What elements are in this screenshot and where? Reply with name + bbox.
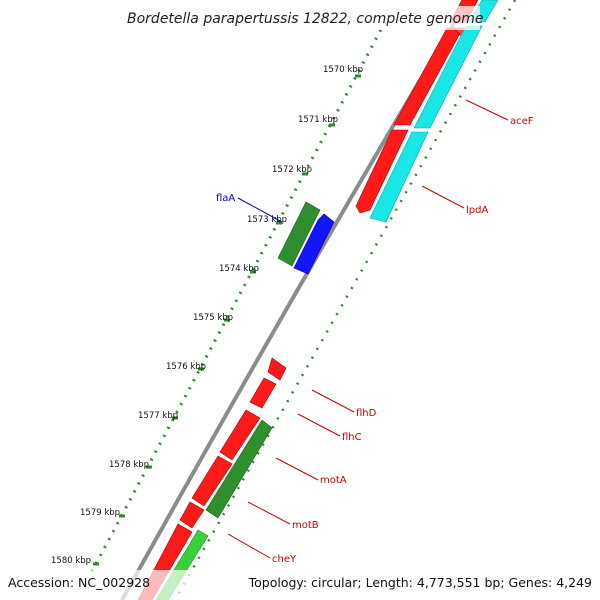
- gene-block-green: [205, 419, 273, 519]
- tick-label-1570: 1570 kbp: [323, 65, 363, 75]
- tick-label-1578: 1578 kbp: [109, 460, 149, 470]
- leader-lpdA: [421, 185, 465, 209]
- tick-labels: 1570 kbp 1571 kbp 1572 kbp 1573 kbp 1574…: [51, 65, 363, 566]
- gene-label-motB: motB: [292, 520, 319, 531]
- tick-label-1574: 1574 kbp: [219, 264, 259, 274]
- gene-flhC-block: [249, 377, 277, 409]
- gene-label-cheY: cheY: [272, 554, 297, 565]
- gene-motB-block: [191, 455, 233, 507]
- leader-motB: [247, 501, 291, 525]
- footer-background: [0, 570, 600, 600]
- outer-tick-ring: [88, 21, 387, 576]
- gene-label-flhC: flhC: [342, 432, 362, 443]
- map-title: Bordetella parapertussis 12822, complete…: [127, 11, 483, 27]
- gene-leader-lines: [227, 99, 509, 559]
- gene-block-green: [277, 201, 321, 267]
- gene-flhD-block: [267, 357, 287, 381]
- gene-label-flaA: flaA: [216, 193, 235, 204]
- gene-lpdA-block: [369, 131, 429, 223]
- title-background: [122, 6, 480, 30]
- tick-marks: [93, 74, 361, 566]
- gene-aceF-block: [355, 129, 409, 214]
- gene-motA-block: [219, 409, 261, 461]
- leader-aceF: [465, 99, 509, 121]
- gene-label-flhD: flhD: [356, 408, 377, 419]
- gene-labels: aceF lpdA flaA flhD flhC motA motB cheY: [216, 116, 534, 565]
- tick-label-1580: 1580 kbp: [51, 556, 91, 566]
- leader-cheY: [227, 533, 271, 559]
- tick-label-1571: 1571 kbp: [298, 115, 338, 125]
- tick-label-1579: 1579 kbp: [80, 508, 120, 518]
- gene-label-lpdA: lpdA: [466, 205, 488, 216]
- gene-label-motA: motA: [320, 475, 347, 486]
- gene-flaA-block: [293, 213, 335, 275]
- inner-dotted-ring: [173, 0, 517, 600]
- leader-flaA: [237, 197, 283, 223]
- genome-summary-text: Topology: circular; Length: 4,773,551 bp…: [248, 575, 592, 590]
- leader-motA: [275, 457, 319, 481]
- tick-label-1577: 1577 kbp: [138, 411, 178, 421]
- leader-flhC: [297, 413, 341, 437]
- gene-label-aceF: aceF: [510, 116, 534, 127]
- tick-label-1573: 1573 kbp: [247, 215, 287, 225]
- tick-label-1575: 1575 kbp: [193, 313, 233, 323]
- leader-flhD: [311, 389, 355, 413]
- tick-label-1572: 1572 kbp: [272, 165, 312, 175]
- accession-text: Accession: NC_002928: [8, 575, 150, 590]
- tick-label-1576: 1576 kbp: [166, 362, 206, 372]
- gene-cheY-block: [179, 501, 205, 529]
